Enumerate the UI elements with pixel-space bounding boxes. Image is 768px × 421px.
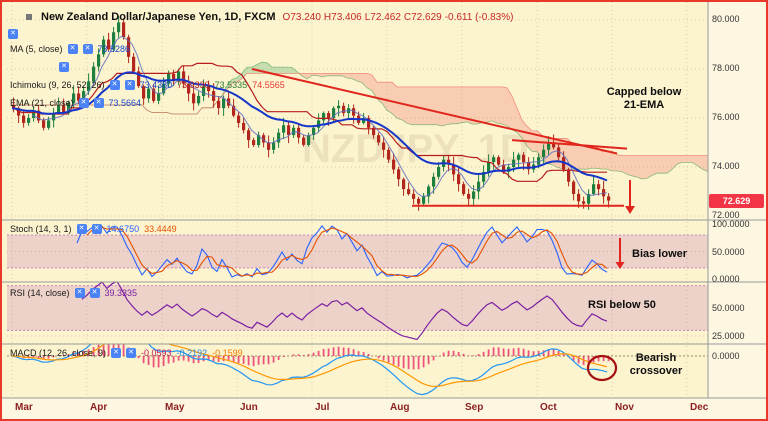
- month-label: May: [165, 402, 185, 413]
- grid-lines: [7, 2, 708, 398]
- macd-panel: [7, 344, 708, 396]
- indicator-legend[interactable]: Stoch (14, 3, 1) ✕ ✕ 14.6750 33.4449: [10, 224, 177, 234]
- annotation-capped-line1: Capped below: [606, 86, 682, 98]
- legend-close-icon[interactable]: ✕: [126, 348, 137, 358]
- ohlc-row: O73.240 H73.406 L72.462 C72.629 -0.611 (-0.8…: [283, 7, 517, 25]
- symbol-title[interactable]: New Zealand Dollar/Japanese Yen, 1D, FXC…: [41, 11, 276, 23]
- legend-value: -0.1599: [212, 348, 243, 358]
- annotation-bearish-line2: crossover: [629, 365, 683, 378]
- legend-visibility-icon[interactable]: ✕: [76, 224, 87, 234]
- legend-value: -0.2192: [176, 348, 208, 358]
- month-label: Aug: [390, 402, 410, 413]
- month-label: Dec: [690, 402, 709, 413]
- axis-tick-label: 78.000: [712, 63, 740, 73]
- indicator-legend[interactable]: Ichimoku (9, 26, 52, 26) ✕ ✕ 73.4380 73.9330…: [10, 80, 285, 90]
- ohlc-value: H73.406: [323, 12, 362, 23]
- ohlc-value: C72.629: [403, 12, 442, 23]
- indicator-legend[interactable]: RSI (14, close) ✕ ✕ 39.3335: [10, 288, 137, 298]
- panel-dividers[interactable]: [2, 2, 766, 399]
- indicator-legend[interactable]: EMA (21, close) ✕ ✕ 73.5664: [10, 98, 141, 108]
- month-label: Mar: [15, 402, 33, 413]
- legend-value: -0.0593: [141, 348, 172, 358]
- legend-visibility-icon[interactable]: ✕: [74, 288, 85, 298]
- legend-visibility-icon[interactable]: ✕: [67, 44, 78, 54]
- ohlc-value: O73.240: [282, 12, 321, 23]
- legend-value: 73.5664: [108, 98, 142, 108]
- annotation-capped-line2: 21-EMA: [623, 99, 665, 112]
- last-price-badge: 72.629: [709, 193, 764, 208]
- month-label: Apr: [90, 402, 108, 413]
- legend-label[interactable]: MA (5, close): [10, 44, 63, 54]
- axis-tick-label: 50.0000: [712, 303, 745, 313]
- indicator-toggle-icon[interactable]: ✕: [59, 62, 69, 72]
- legend-label[interactable]: Stoch (14, 3, 1): [10, 224, 72, 234]
- time-axis-strip[interactable]: [2, 398, 766, 419]
- annotation-rsi-below-50: RSI below 50: [588, 299, 656, 311]
- legend-label[interactable]: EMA (21, close): [10, 98, 74, 108]
- legend-value: 39.3335: [104, 288, 138, 298]
- legend-value: 73.9330: [177, 80, 210, 90]
- legend-label[interactable]: MACD (12, 26, close, 9): [10, 348, 107, 358]
- axis-tick-label: 72.000: [712, 210, 740, 220]
- legend-close-icon[interactable]: ✕: [91, 224, 102, 234]
- month-label: Jul: [315, 402, 330, 413]
- legend-value: 73.4380: [139, 80, 173, 90]
- price-axis-strip[interactable]: [708, 2, 766, 419]
- indicator-toggle-icon[interactable]: ✕: [8, 29, 18, 39]
- legend-label[interactable]: Ichimoku (9, 26, 52, 26): [10, 80, 105, 90]
- axis-tick-label: 76.000: [712, 112, 740, 122]
- watermark: NZDJPY, 1D: [302, 127, 529, 171]
- legend-value: 73.5335: [214, 80, 248, 90]
- axis-tick-label: 100.0000: [712, 219, 750, 229]
- rsi-panel: [7, 282, 708, 341]
- axis-tick-label: 80.000: [712, 14, 740, 24]
- indicator-legend[interactable]: MA (5, close) ✕ ✕ 73.5286: [10, 44, 130, 54]
- month-label: Oct: [540, 402, 557, 413]
- legend-visibility-icon[interactable]: ✕: [111, 348, 122, 358]
- month-label: Sep: [465, 402, 484, 413]
- annotation-capped: Capped below 21-EMA: [598, 86, 690, 112]
- indicator-legend[interactable]: MACD (12, 26, close, 9) ✕ ✕ -0.0593 -0.2192-…: [10, 348, 243, 358]
- legend-value: 33.4449: [144, 224, 177, 234]
- annotation-bias-lower: Bias lower: [632, 248, 688, 260]
- axis-tick-label: 0.0000: [712, 274, 740, 284]
- month-label: Nov: [615, 402, 634, 413]
- axis-tick-label: 25.0000: [712, 331, 745, 341]
- chart-header: New Zealand Dollar/Japanese Yen, 1D, FXC…: [26, 7, 516, 25]
- legend-visibility-icon[interactable]: ✕: [78, 98, 89, 108]
- legend-close-icon[interactable]: ✕: [82, 44, 93, 54]
- legend-close-icon[interactable]: ✕: [89, 288, 100, 298]
- ohlc-value: -0.611 (-0.83%): [444, 12, 514, 23]
- symbol-flag-icon[interactable]: [26, 14, 32, 20]
- legend-value: 14.6750: [106, 224, 140, 234]
- analyst-drawings[interactable]: [251, 68, 635, 382]
- axis-tick-label: 74.000: [712, 161, 740, 171]
- legend-close-icon[interactable]: ✕: [124, 80, 135, 90]
- month-label: Jun: [240, 402, 258, 413]
- axis-tick-label: 0.0000: [712, 351, 740, 361]
- stochastic-panel: [7, 224, 708, 279]
- annotation-bearish-line1: Bearish: [635, 352, 677, 364]
- ohlc-value: L72.462: [364, 12, 401, 23]
- legend-value: 73.5286: [97, 44, 131, 54]
- legend-visibility-icon[interactable]: ✕: [109, 80, 120, 90]
- legend-close-icon[interactable]: ✕: [93, 98, 104, 108]
- axis-tick-label: 50.0000: [712, 246, 745, 257]
- annotation-bearish-crossover: Bearish crossover: [618, 352, 694, 378]
- legend-label[interactable]: RSI (14, close): [10, 288, 70, 298]
- legend-value: 74.5565: [252, 80, 285, 90]
